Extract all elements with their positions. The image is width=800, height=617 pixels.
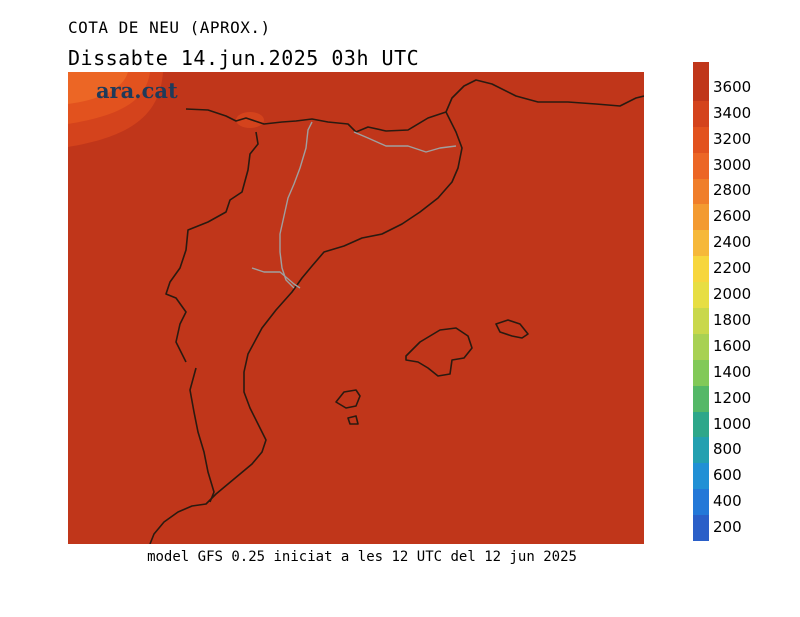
catalonia-aragon-border (279, 121, 313, 289)
legend-swatch (693, 230, 709, 257)
contour-3000 (68, 72, 128, 104)
legend-swatch (693, 152, 709, 179)
legend-tick-label: 1200 (713, 388, 752, 407)
legend-swatch (693, 100, 709, 127)
legend-swatch (693, 178, 709, 205)
legend-swatch (693, 333, 709, 360)
legend-tick-label: 2000 (713, 285, 752, 304)
legend-tick-label: 1600 (713, 336, 752, 355)
map-background (68, 72, 644, 544)
model-run-footer: model GFS 0.25 iniciat a les 12 UTC del … (147, 549, 577, 565)
legend-tick-label: 1400 (713, 362, 752, 381)
menorca-island (495, 319, 529, 339)
legend-swatch (693, 204, 709, 231)
legend-swatch (693, 359, 709, 386)
legend-tick-label: 600 (713, 466, 742, 485)
formentera-island (347, 415, 359, 425)
snow-level-map (68, 72, 644, 544)
eivissa-island (335, 389, 361, 409)
french-coast (445, 79, 644, 113)
legend-tick-label: 2800 (713, 181, 752, 200)
legend-tick-label: 2600 (713, 207, 752, 226)
legend-swatch (693, 437, 709, 464)
map-datetime: Dissabte 14.jun.2025 03h UTC (68, 46, 420, 70)
legend-tick-label: 400 (713, 492, 742, 511)
logo-ara-cat: ara.cat (96, 78, 178, 103)
color-legend (693, 62, 709, 554)
legend-tick-label: 3200 (713, 129, 752, 148)
france-spain-border (185, 108, 447, 133)
legend-swatch (693, 126, 709, 153)
andorra-border (353, 131, 457, 153)
legend-tick-label: 2400 (713, 233, 752, 252)
map-title: COTA DE NEU (APROX.) (68, 18, 271, 37)
legend-tick-label: 1800 (713, 310, 752, 329)
legend-swatch (693, 308, 709, 334)
legend-swatch (693, 489, 709, 516)
legend-swatch (693, 256, 709, 283)
legend-swatch (693, 62, 709, 101)
legend-tick-label: 1000 (713, 414, 752, 433)
mallorca-island (405, 327, 473, 377)
valencia-coast-outline (189, 367, 215, 503)
valencia-catalonia-border (251, 267, 301, 289)
legend-tick-label: 800 (713, 440, 742, 459)
legend-tick-label: 3400 (713, 103, 752, 122)
legend-tick-label: 3000 (713, 155, 752, 174)
legend-swatch (693, 463, 709, 490)
legend-tick-label: 3600 (713, 77, 752, 96)
spain-inland-border (165, 131, 259, 363)
legend-swatch (693, 282, 709, 308)
legend-swatch (693, 385, 709, 412)
legend-swatch (693, 411, 709, 438)
legend-swatch (693, 515, 709, 542)
legend-tick-label: 200 (713, 518, 742, 537)
legend-tick-label: 2200 (713, 259, 752, 278)
